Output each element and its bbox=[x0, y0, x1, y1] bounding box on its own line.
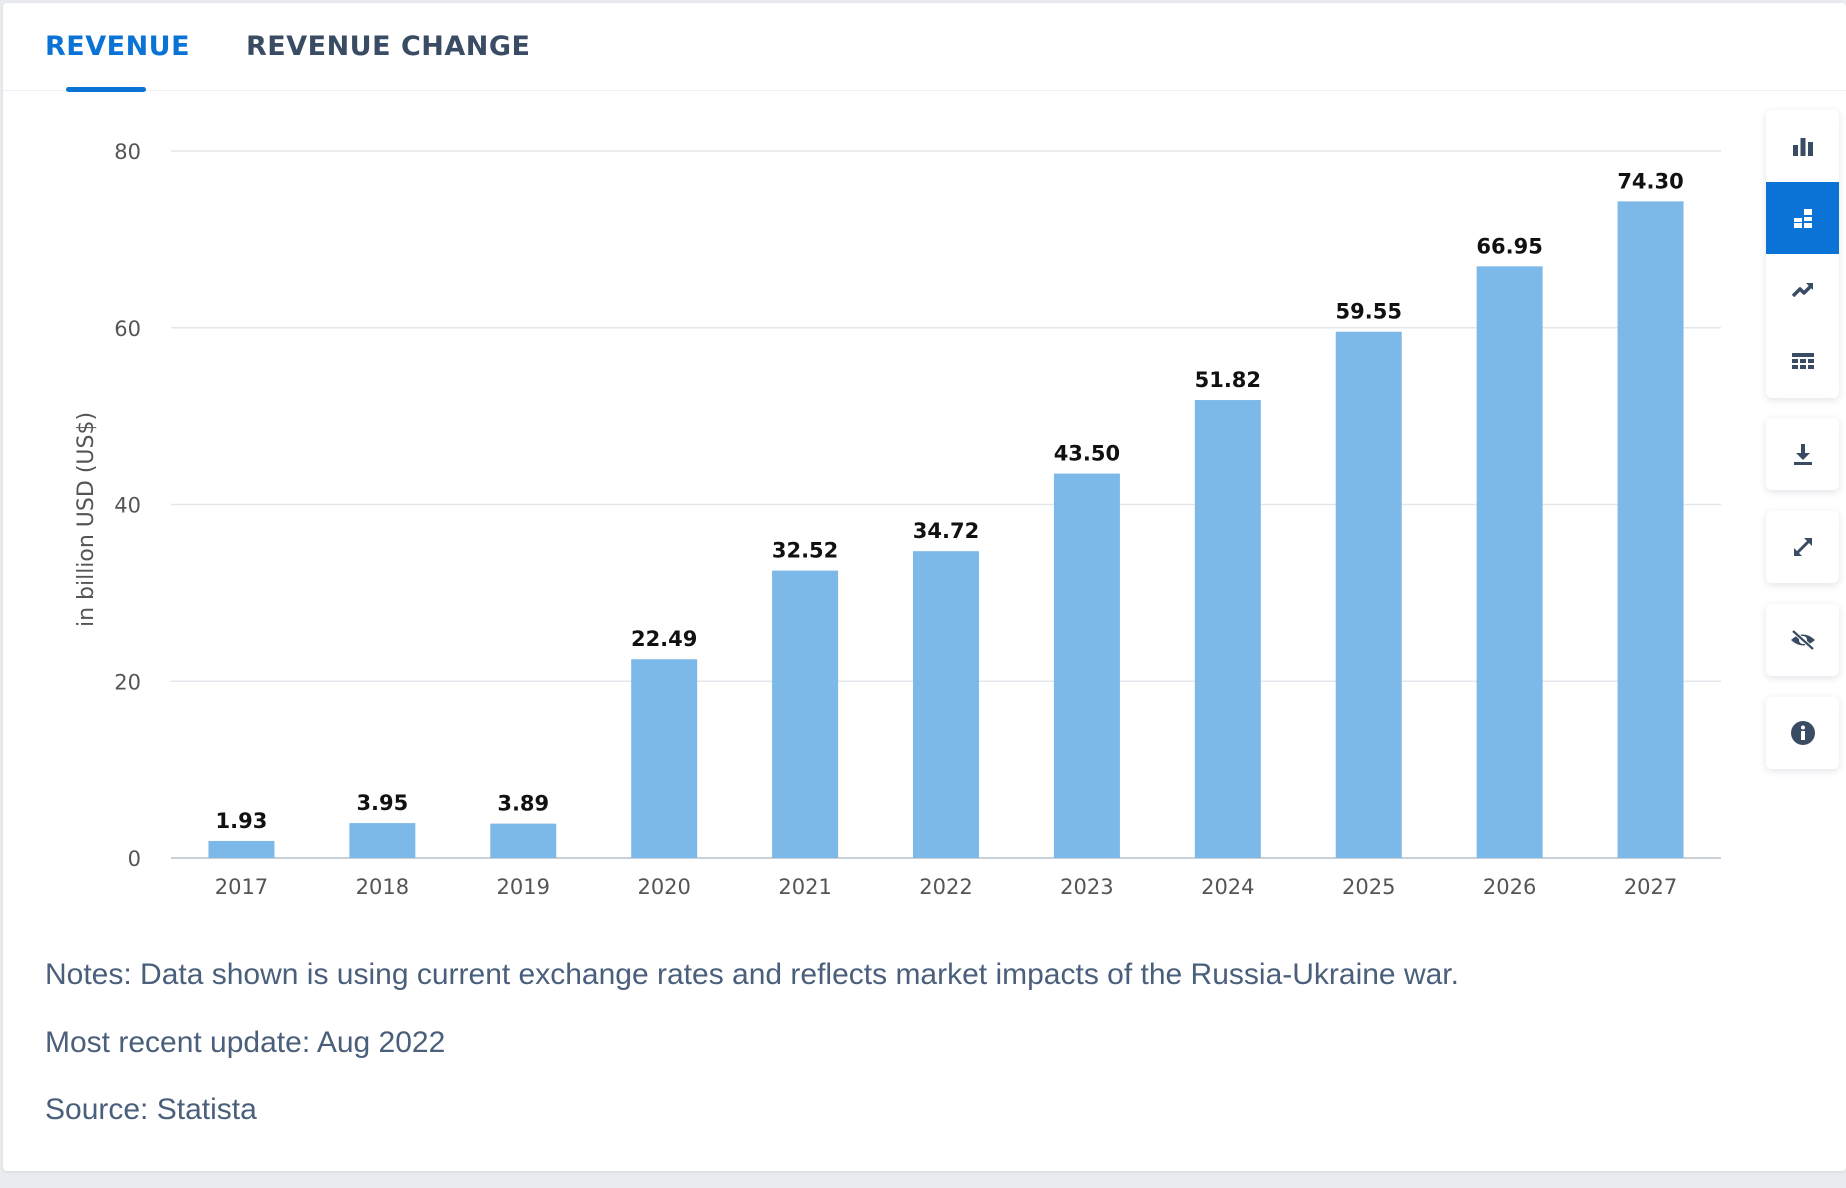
data-label-2027: 74.30 bbox=[1617, 169, 1683, 193]
chart-type-toolbar bbox=[1766, 110, 1839, 398]
bar-2018 bbox=[349, 823, 416, 858]
data-label-2025: 59.55 bbox=[1336, 300, 1402, 324]
download-icon bbox=[1791, 442, 1815, 466]
bar-2026 bbox=[1476, 266, 1543, 859]
expand-icon bbox=[1791, 535, 1815, 559]
data-label-2020: 22.49 bbox=[631, 627, 697, 651]
data-label-2021: 32.52 bbox=[772, 539, 838, 563]
fullscreen-button[interactable] bbox=[1766, 511, 1839, 583]
bar-chart-icon bbox=[1791, 134, 1815, 158]
x-tick-label: 2017 bbox=[215, 875, 268, 899]
bar-2019 bbox=[490, 823, 557, 858]
y-tick-label: 80 bbox=[114, 140, 141, 164]
chart-card: REVENUE REVENUE CHANGE 0 20 40 60 80 in billi… bbox=[3, 3, 1846, 1171]
bar-2020 bbox=[631, 659, 698, 858]
chart-source: Source: Statista bbox=[45, 1093, 257, 1126]
bar-2024 bbox=[1194, 400, 1261, 858]
tab-revenue-change[interactable]: REVENUE CHANGE bbox=[246, 31, 531, 62]
x-tick-label: 2027 bbox=[1624, 875, 1677, 899]
stacked-bar-button[interactable] bbox=[1766, 182, 1839, 254]
y-tick-label: 0 bbox=[128, 847, 141, 871]
data-label-2018: 3.95 bbox=[356, 791, 408, 815]
hide-button[interactable] bbox=[1766, 604, 1839, 676]
data-label-2026: 66.95 bbox=[1476, 234, 1542, 258]
x-tick-label: 2019 bbox=[497, 875, 550, 899]
expand-button-wrap bbox=[1766, 511, 1839, 583]
hide-button-wrap bbox=[1766, 604, 1839, 676]
x-tick-label: 2023 bbox=[1060, 875, 1113, 899]
data-label-2017: 1.93 bbox=[216, 809, 268, 833]
trend-line-icon bbox=[1791, 278, 1815, 302]
data-label-2023: 43.50 bbox=[1054, 442, 1120, 466]
x-tick-label: 2024 bbox=[1201, 875, 1254, 899]
data-label-2019: 3.89 bbox=[497, 792, 549, 816]
chart-update-date: Most recent update: Aug 2022 bbox=[45, 1026, 446, 1059]
y-tick-label: 60 bbox=[114, 317, 141, 341]
download-button-wrap bbox=[1766, 418, 1839, 490]
chart-notes: Notes: Data shown is using current excha… bbox=[45, 958, 1459, 991]
bar-2017 bbox=[208, 840, 275, 858]
y-tick-label: 40 bbox=[114, 494, 141, 518]
hide-icon bbox=[1790, 628, 1816, 652]
x-tick-label: 2018 bbox=[356, 875, 409, 899]
x-tick-label: 2022 bbox=[919, 875, 972, 899]
tab-bar: REVENUE REVENUE CHANGE bbox=[3, 3, 1846, 92]
bar-2021 bbox=[772, 570, 839, 858]
x-tick-label: 2026 bbox=[1483, 875, 1536, 899]
bar-2022 bbox=[913, 551, 979, 858]
bar-chart: 0 20 40 60 80 in billion USD (US$) 1.93 2017 3.9… bbox=[74, 140, 1721, 899]
bar-2025 bbox=[1335, 331, 1402, 858]
trend-line-button[interactable] bbox=[1766, 254, 1839, 326]
bar-2023 bbox=[1053, 473, 1120, 858]
bar-2027 bbox=[1617, 201, 1684, 858]
download-button[interactable] bbox=[1766, 418, 1839, 490]
y-axis-title: in billion USD (US$) bbox=[74, 412, 99, 627]
stacked-bar-icon bbox=[1791, 206, 1815, 230]
bar-chart-button[interactable] bbox=[1766, 110, 1839, 182]
y-tick-label: 20 bbox=[114, 670, 141, 694]
table-icon bbox=[1791, 350, 1815, 374]
table-view-button[interactable] bbox=[1766, 326, 1839, 398]
data-label-2024: 51.82 bbox=[1195, 368, 1261, 392]
info-button[interactable] bbox=[1766, 697, 1839, 769]
active-tab-indicator bbox=[66, 87, 146, 92]
info-icon bbox=[1790, 720, 1816, 746]
x-tick-label: 2021 bbox=[778, 875, 831, 899]
x-tick-label: 2025 bbox=[1342, 875, 1395, 899]
info-button-wrap bbox=[1766, 697, 1839, 769]
data-label-2022: 34.72 bbox=[913, 519, 979, 543]
x-tick-label: 2020 bbox=[637, 875, 690, 899]
tab-revenue[interactable]: REVENUE bbox=[45, 31, 191, 62]
